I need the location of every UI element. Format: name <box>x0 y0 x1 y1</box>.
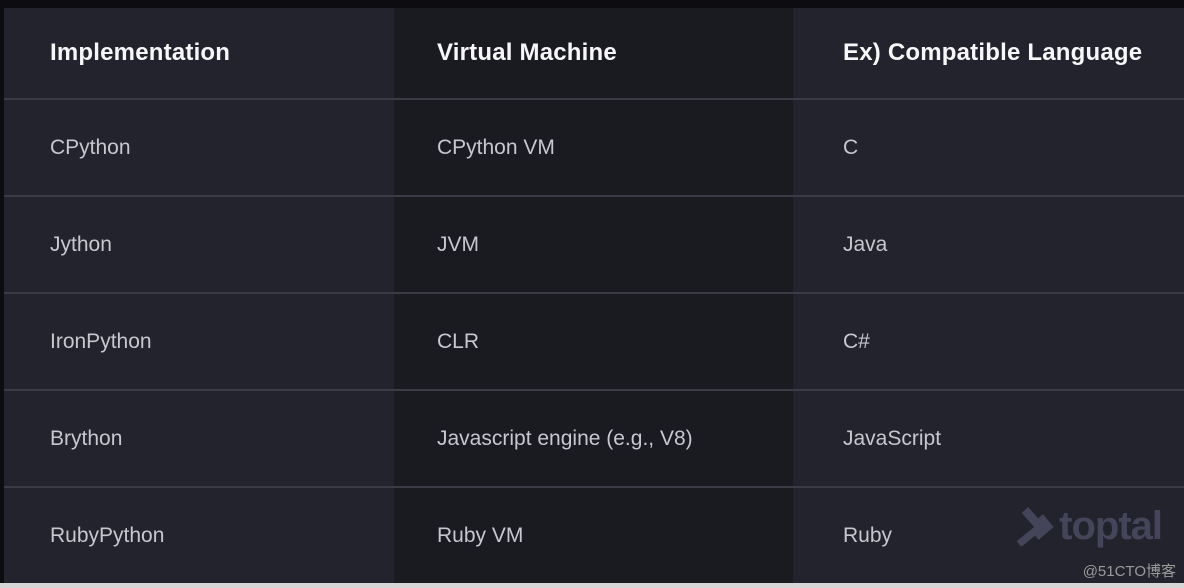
toptal-logo-text: toptal <box>1059 504 1163 548</box>
cell-implementation: IronPython <box>0 294 394 389</box>
table-row: Jython JVM Java <box>0 195 1184 292</box>
column-header-implementation: Implementation <box>0 8 394 98</box>
table-bottom-border <box>0 583 1184 588</box>
watermark-51cto: @51CTO博客 <box>1082 563 1176 580</box>
column-header-label: Ex) Compatible Language <box>843 39 1143 66</box>
cell-virtual-machine: CPython VM <box>394 100 793 195</box>
cell-implementation: RubyPython <box>0 488 394 583</box>
table-row: RubyPython Ruby VM Ruby <box>0 486 1184 583</box>
table-top-border <box>0 0 1184 8</box>
table-left-border <box>0 0 4 583</box>
toptal-logo: toptal <box>1014 502 1163 550</box>
toptal-logo-icon <box>1014 502 1054 550</box>
cell-implementation: CPython <box>0 100 394 195</box>
cell-language: Java <box>793 197 1184 292</box>
cell-virtual-machine: Javascript engine (e.g., V8) <box>394 391 793 486</box>
cell-language: JavaScript <box>793 391 1184 486</box>
cell-virtual-machine: CLR <box>394 294 793 389</box>
table: Implementation Virtual Machine Ex) Compa… <box>0 8 1184 583</box>
cell-virtual-machine: JVM <box>394 197 793 292</box>
table-row: CPython CPython VM C <box>0 98 1184 195</box>
table-row: IronPython CLR C# <box>0 292 1184 389</box>
column-header-label: Implementation <box>50 39 231 66</box>
column-header-virtual-machine: Virtual Machine <box>394 8 793 98</box>
cell-language: C <box>793 100 1184 195</box>
table-header-row: Implementation Virtual Machine Ex) Compa… <box>0 8 1184 98</box>
cell-language: Ruby <box>793 488 1184 583</box>
cell-implementation: Brython <box>0 391 394 486</box>
cell-language: C# <box>793 294 1184 389</box>
column-header-label: Virtual Machine <box>437 39 617 66</box>
cell-implementation: Jython <box>0 197 394 292</box>
table-row: Brython Javascript engine (e.g., V8) Jav… <box>0 389 1184 486</box>
cell-virtual-machine: Ruby VM <box>394 488 793 583</box>
column-header-compatible-language: Ex) Compatible Language <box>793 8 1184 98</box>
